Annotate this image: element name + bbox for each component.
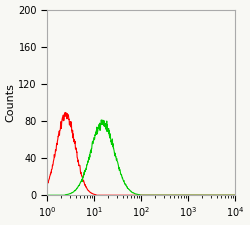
- Y-axis label: Counts: Counts: [6, 83, 16, 122]
